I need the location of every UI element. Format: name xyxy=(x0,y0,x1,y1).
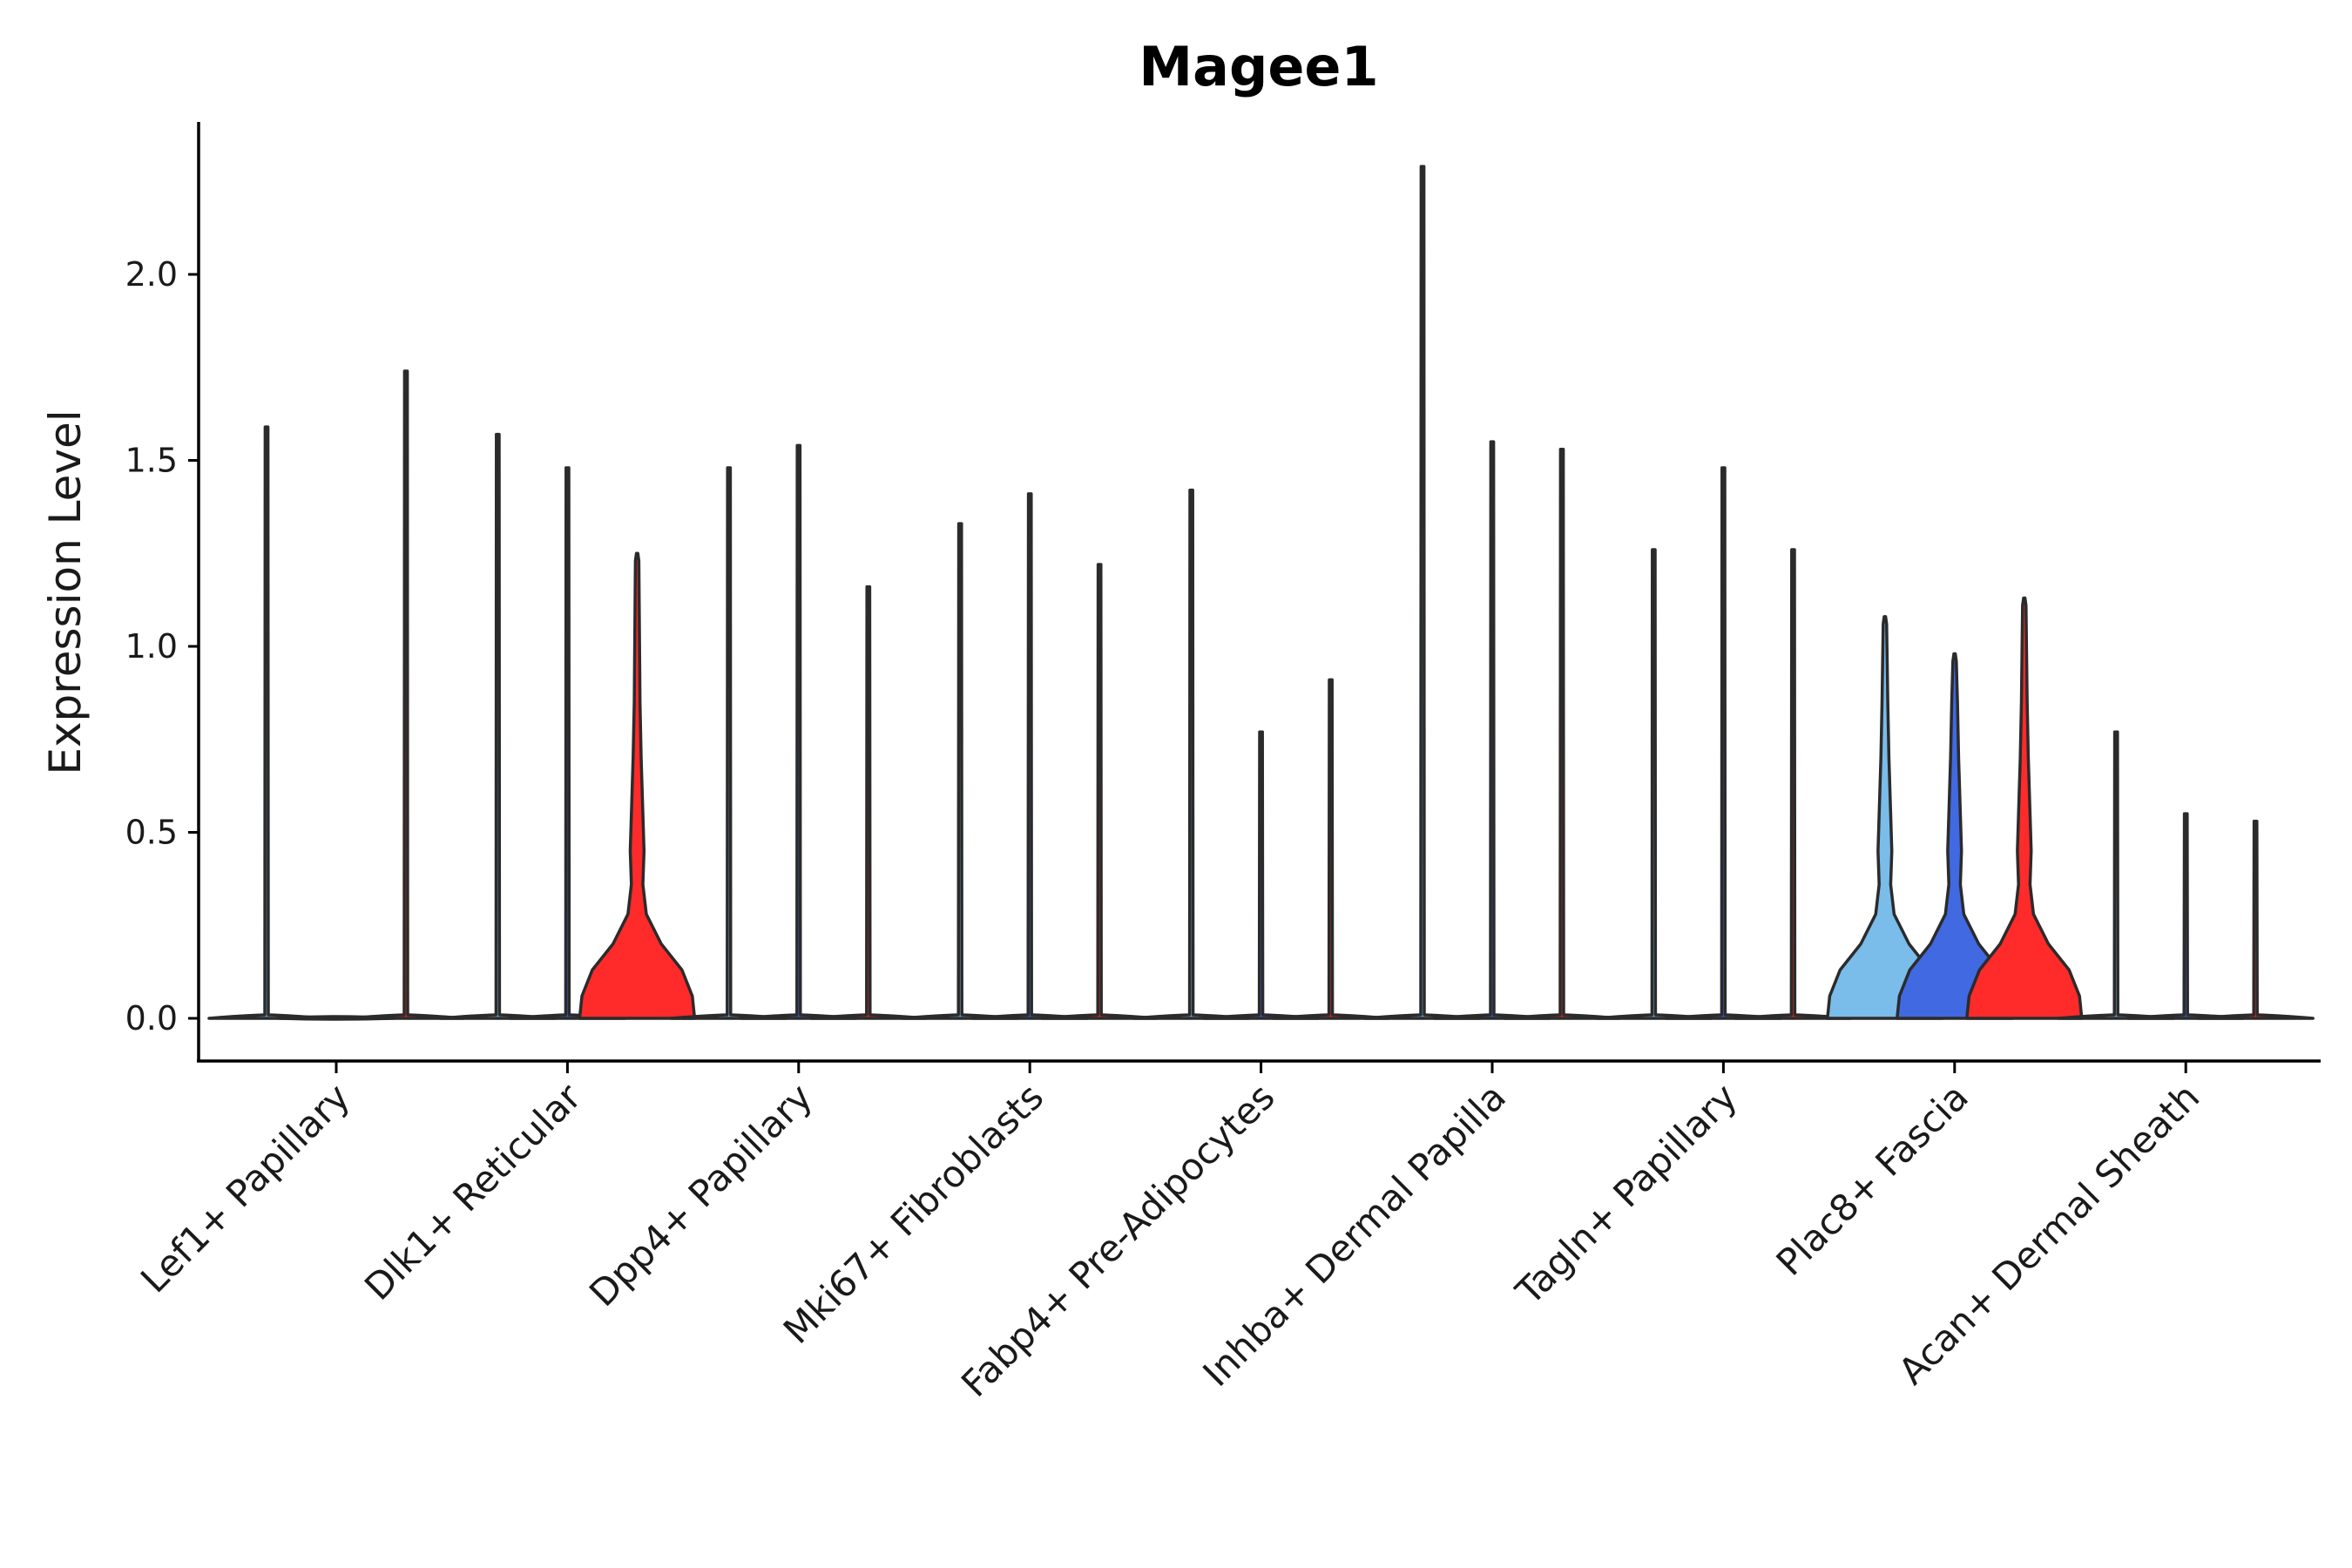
x-tick-label: Dpp4+ Papillary xyxy=(581,1075,821,1315)
violin-group-2-6 xyxy=(1664,466,1783,1020)
violin-group-2-3 xyxy=(970,492,1089,1020)
x-tick-label: Tagln+ Papillary xyxy=(1507,1075,1745,1313)
violin-group-1-5 xyxy=(1363,165,1482,1020)
violin-group-1-8 xyxy=(2057,730,2175,1020)
violin-group-3-5 xyxy=(1503,447,1621,1020)
violin-group xyxy=(207,165,2315,1021)
y-axis-label: Expression Level xyxy=(40,409,91,774)
violin-group-2-2 xyxy=(740,443,858,1020)
y-tick-label: 1.0 xyxy=(125,627,178,666)
violin-group-3-2 xyxy=(809,585,928,1020)
violin-group-1-7 xyxy=(1826,615,1944,1020)
y-tick-label: 0.0 xyxy=(125,999,178,1037)
violin-group-2-7 xyxy=(1896,652,2014,1020)
y-tick-label: 2.0 xyxy=(125,255,178,294)
x-tick-label: Lef1+ Papillary xyxy=(132,1075,358,1301)
violin-group-2-4 xyxy=(1201,730,1321,1020)
x-tick-label: Plac8+ Fascia xyxy=(1768,1075,1977,1283)
violin-group-3-3 xyxy=(1040,563,1159,1020)
y-tick-label: 0.5 xyxy=(125,814,178,852)
violin-group-3-6 xyxy=(1734,548,1853,1020)
violin-group-3-0 xyxy=(347,369,465,1020)
violin-group-1-4 xyxy=(1132,488,1251,1020)
chart-title: Magee1 xyxy=(1139,35,1378,98)
violin-group-1-0 xyxy=(207,425,326,1020)
violin-group-1-6 xyxy=(1594,548,1713,1020)
violin-group-1-3 xyxy=(901,522,1019,1020)
violin-group-3-7 xyxy=(1965,596,2084,1020)
violin-group-3-4 xyxy=(1271,678,1390,1020)
violin-group-2-1 xyxy=(508,466,627,1020)
violin-group-1-1 xyxy=(438,432,558,1020)
violin-group-2-5 xyxy=(1433,440,1551,1020)
y-ticks: 0.0 0.5 1.0 1.5 2.0 xyxy=(125,255,199,1037)
x-tick-label: Mki67+ Fibroblasts xyxy=(775,1075,1051,1351)
x-tick-label: Dlk1+ Reticular xyxy=(356,1075,590,1308)
y-tick-label: 1.5 xyxy=(125,442,178,480)
violin-group-3-8 xyxy=(2196,819,2315,1020)
violin-group-3-1 xyxy=(578,551,697,1020)
violin-group-1-2 xyxy=(670,466,788,1020)
violin-group-2-8 xyxy=(2126,812,2245,1020)
